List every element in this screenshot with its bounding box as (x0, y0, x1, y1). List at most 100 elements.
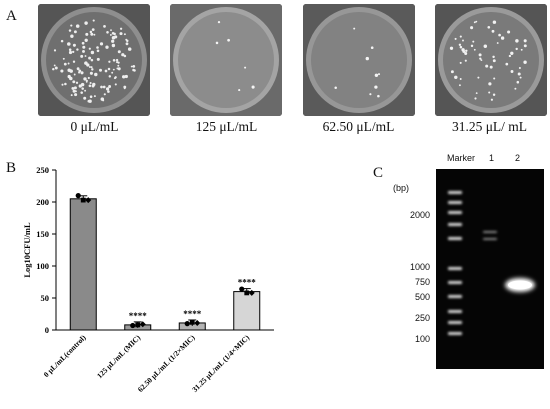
plate-label-1: 125 μL/mL (195, 119, 258, 134)
colony-dot (67, 62, 70, 65)
colony-dot (334, 86, 337, 90)
colony-dot (111, 39, 115, 43)
colony-dot (73, 30, 77, 34)
colony-dot (70, 24, 73, 27)
colony-dot (117, 67, 121, 71)
plate-label-0: 0 μL/mL (70, 119, 119, 134)
colony-dot (473, 21, 476, 24)
colony-dot (92, 82, 96, 87)
ladder-label-250: 250 (414, 313, 430, 323)
colony-dot (474, 97, 477, 100)
colony-dot (84, 61, 88, 65)
colony-dot (507, 30, 511, 34)
colony-dot (487, 25, 491, 29)
ladder-label-2000: 2000 (409, 210, 430, 220)
colony-dot (90, 50, 95, 55)
colony-dot (465, 49, 468, 53)
colony-dot (505, 62, 509, 66)
colony-dot (72, 80, 76, 84)
colony-dot (73, 86, 77, 90)
plate-2-dish (303, 4, 415, 116)
colony-dot (470, 44, 474, 48)
data-point (184, 321, 190, 327)
colony-dot (111, 71, 114, 74)
data-point (85, 197, 92, 204)
colony-dot (121, 53, 125, 57)
colony-dot (89, 30, 93, 34)
colony-dot (91, 28, 95, 31)
colony-dot (108, 85, 112, 88)
colony-dot (85, 32, 89, 36)
colony-dot (76, 67, 80, 71)
colony-dot (67, 68, 71, 73)
data-point (139, 321, 146, 328)
colony-dot (238, 89, 241, 92)
colony-dot (454, 37, 457, 40)
colony-dot (114, 35, 118, 39)
colony-dot (464, 59, 467, 62)
colony-dot (477, 76, 480, 79)
colony-dot (492, 93, 496, 97)
bar-chart: 0 50 100 150 200 250 Log10CFU/mL 0 μL/mL(contro… (22, 165, 274, 394)
colony-dot (377, 73, 381, 76)
panel-c-letter: C (373, 165, 384, 181)
colony-dot (458, 43, 462, 46)
colony-dot (473, 48, 476, 51)
colony-dot (132, 68, 135, 72)
marker-lane (448, 191, 462, 335)
plate-label-2: 62.50 μL/mL (322, 119, 395, 134)
colony-dot (515, 39, 519, 43)
colony-dot (124, 74, 128, 79)
ladder-label-500: 500 (414, 292, 430, 302)
colony-dot (125, 42, 129, 46)
colony-dot (508, 54, 512, 58)
colony-dot (84, 55, 87, 57)
colony-dot (111, 43, 116, 48)
colony-dot (68, 50, 73, 55)
colony-dot (70, 94, 73, 97)
colony-dot (475, 20, 478, 23)
colony-dot (492, 55, 495, 59)
colony-dot (87, 99, 91, 103)
colony-dot (470, 26, 474, 30)
colony-dot (105, 45, 109, 49)
colony-dot (516, 80, 520, 84)
y-tick-label: 150 (36, 229, 49, 239)
colony-dot (489, 65, 493, 69)
colony-dot (90, 32, 94, 36)
colony-dot (130, 65, 133, 68)
colony-dot (83, 77, 87, 81)
colony-dot (523, 44, 527, 48)
colony-dot (80, 71, 84, 75)
colony-dot (84, 38, 88, 42)
ladder-label-100: 100 (414, 334, 430, 344)
colony-dot (459, 78, 462, 80)
colony-dot (74, 93, 78, 97)
colony-dot (102, 85, 106, 89)
colony-dot (127, 47, 132, 51)
colony-dot (450, 70, 454, 74)
y-tick-label: 100 (36, 261, 49, 271)
plate-image-0 (38, 4, 150, 116)
colony-dot (90, 66, 93, 69)
plate-label-3: 31.25 μL/ mL (451, 119, 528, 134)
colony-dot (93, 95, 96, 98)
bp-unit-label: (bp) (393, 183, 410, 193)
bar (233, 291, 261, 331)
colony-dot (60, 39, 64, 43)
colony-dot (103, 25, 106, 28)
colony-dot (114, 76, 117, 79)
colony-dot (103, 93, 106, 96)
colony-dot (472, 40, 475, 43)
significance-label: **** (183, 309, 202, 319)
colony-dot (365, 56, 369, 61)
colony-dot (374, 73, 379, 78)
data-point (248, 289, 255, 296)
lane-label-2: 2 (515, 153, 521, 163)
panel-b-letter: B (6, 160, 17, 176)
ladder-label-1000: 1000 (409, 262, 430, 272)
colony-dot (54, 66, 58, 70)
colony-dot (227, 38, 230, 42)
colony-dot (500, 36, 505, 40)
plate-3-dish (435, 4, 547, 116)
